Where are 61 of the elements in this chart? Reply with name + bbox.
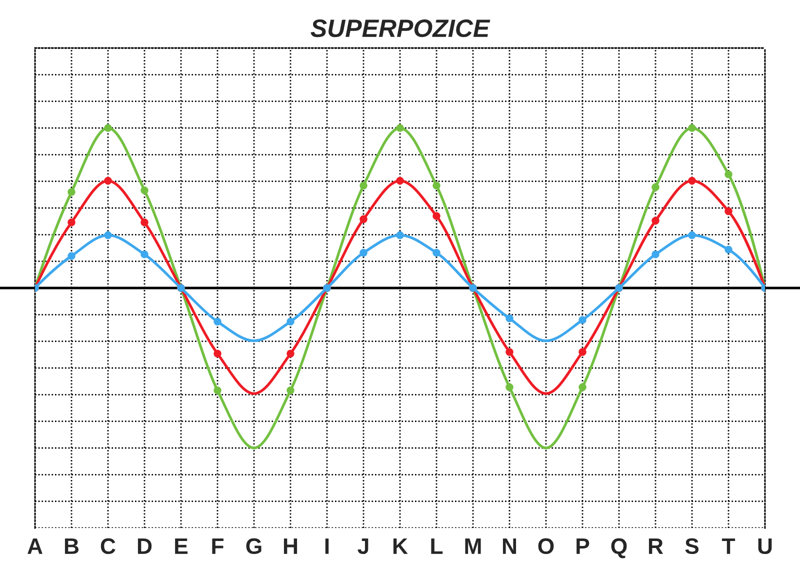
point <box>652 250 660 258</box>
x-tick-label: Q <box>611 538 627 558</box>
point <box>396 124 404 132</box>
x-tick-label: B <box>64 538 79 554</box>
x-tick-label: S <box>685 538 699 554</box>
point <box>286 350 294 358</box>
point <box>432 212 440 220</box>
x-tick-label: J <box>358 538 368 554</box>
point <box>360 248 368 257</box>
point <box>286 386 294 394</box>
point <box>652 216 660 225</box>
point <box>688 124 696 132</box>
point <box>578 383 586 392</box>
x-tick-label: H <box>284 538 298 554</box>
x-tick-label: K <box>393 538 408 554</box>
x-tick-label: D <box>138 538 152 554</box>
point <box>432 248 440 257</box>
point <box>68 218 76 226</box>
x-tick-label: N <box>502 538 516 554</box>
x-tick-label: L <box>431 538 443 554</box>
point <box>140 218 148 226</box>
point <box>578 348 586 356</box>
point <box>432 182 440 190</box>
point <box>104 231 112 240</box>
point <box>214 318 222 326</box>
x-tick-label: O <box>538 538 554 554</box>
point <box>396 176 404 185</box>
x-tick-label: I <box>325 538 329 554</box>
point <box>724 170 732 178</box>
chart-title: SUPERPOZICE <box>310 19 490 38</box>
point <box>360 215 368 224</box>
point <box>724 246 732 254</box>
point <box>396 231 404 240</box>
point <box>214 350 222 358</box>
point <box>104 176 112 185</box>
point <box>506 383 514 392</box>
x-tick-label: G <box>246 538 262 554</box>
x-tick-label: U <box>758 538 772 554</box>
point <box>578 316 586 324</box>
point <box>68 252 76 260</box>
x-tick-label: R <box>648 538 664 554</box>
x-tick-label: M <box>465 538 481 554</box>
x-tick-label: A <box>28 538 42 554</box>
x-tick-label: C <box>100 538 116 554</box>
point <box>140 186 148 194</box>
point <box>652 183 660 192</box>
point <box>286 318 294 326</box>
point <box>506 348 514 356</box>
point <box>688 231 696 240</box>
x-tick-label: P <box>576 538 590 554</box>
point <box>68 188 76 196</box>
x-tick-label: T <box>722 538 736 554</box>
point <box>104 124 112 132</box>
point <box>140 250 148 258</box>
x-tick-label: F <box>212 538 224 554</box>
point <box>688 176 696 185</box>
point <box>214 386 222 394</box>
point <box>360 182 368 190</box>
point <box>506 314 514 322</box>
x-tick-label: E <box>175 538 188 554</box>
point <box>724 207 732 216</box>
